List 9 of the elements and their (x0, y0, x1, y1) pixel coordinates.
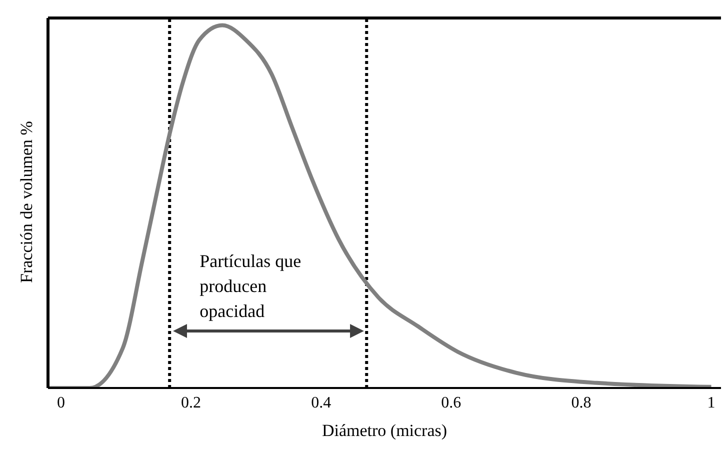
x-axis-title: Diámetro (micras) (322, 421, 448, 440)
x-tick-label: 1 (707, 394, 716, 412)
x-tick-label: 0.8 (571, 394, 592, 412)
x-tick-label: 0.4 (311, 394, 332, 412)
x-tick-label: 0.2 (181, 394, 202, 412)
x-tick-label: 0 (57, 394, 66, 412)
annotation: Partículas que producen opacidad (200, 250, 302, 324)
x-tick-label: 0.6 (441, 394, 462, 412)
y-axis-title: Fracción de volumen % (17, 121, 36, 283)
